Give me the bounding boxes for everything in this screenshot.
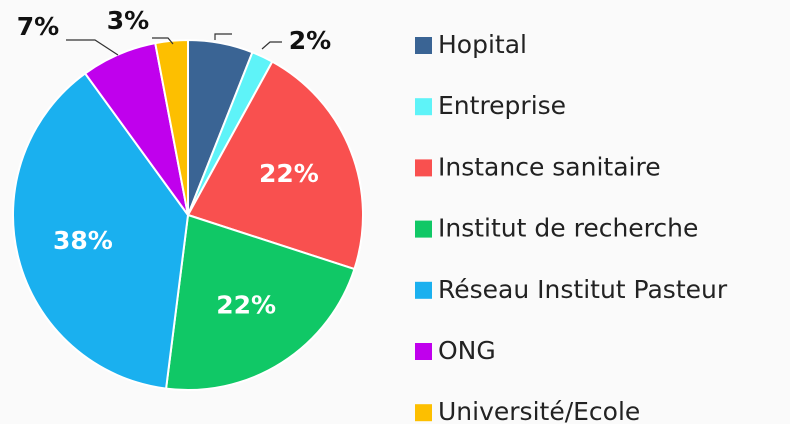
pie-slice	[154, 38, 189, 216]
legend-label: Instance sanitaire	[438, 152, 661, 181]
value-label: 38%	[53, 226, 113, 255]
value-label: 3%	[107, 6, 149, 35]
pie-slice	[12, 72, 190, 390]
leader-line	[152, 37, 174, 45]
value-label: 22%	[259, 159, 319, 188]
legend-label: Entreprise	[438, 91, 566, 120]
value-label: 7%	[17, 12, 59, 41]
value-label: 22%	[216, 291, 276, 320]
leader-line	[66, 39, 119, 56]
legend-swatch	[415, 159, 432, 177]
legend-swatch	[415, 343, 432, 360]
legend-label: Hopital	[438, 30, 527, 59]
leader-line	[214, 33, 232, 40]
legend-swatch	[415, 220, 432, 238]
legend-label: Réseau Institut Pasteur	[438, 275, 728, 304]
legend-swatch	[415, 404, 432, 422]
legend-swatch	[415, 98, 432, 116]
leader-line	[261, 41, 282, 50]
value-label: 2%	[289, 26, 331, 55]
pie-slice	[186, 60, 364, 271]
legend-swatch	[415, 37, 432, 54]
legend-label: Institut de recherche	[438, 214, 698, 243]
legend-swatch	[415, 281, 432, 299]
pie-slice	[164, 213, 356, 391]
legend-label: Université/Ecole	[438, 397, 640, 424]
legend-label: ONG	[438, 336, 496, 365]
